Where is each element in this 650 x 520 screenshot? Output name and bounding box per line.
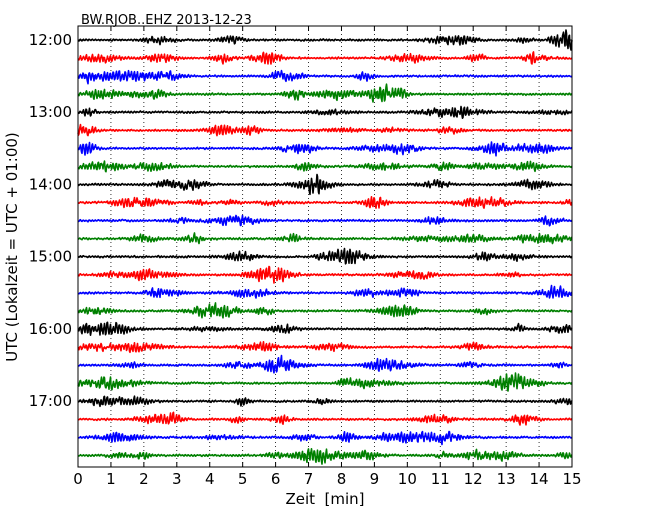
seismogram-trace (77, 302, 573, 319)
seismogram-traces (77, 29, 573, 465)
x-tick-label: 13 (497, 470, 516, 488)
seismogram-trace (77, 141, 573, 157)
x-tick-label: 0 (73, 470, 83, 488)
seismogram-trace (77, 341, 573, 354)
x-tick-label: 9 (370, 470, 380, 488)
x-tick-label: 2 (139, 470, 149, 488)
seismogram-trace (77, 247, 573, 265)
y-tick-label: 15:00 (29, 248, 72, 266)
seismogram-trace (77, 123, 573, 137)
x-tick-label: 4 (205, 470, 215, 488)
x-tick-label: 11 (431, 470, 450, 488)
x-axis: 0 1 2 3 4 5 6 7 8 9 10 11 12 13 14 15 (73, 26, 582, 488)
x-tick-label: 7 (304, 470, 314, 488)
seismogram-trace (77, 83, 573, 103)
seismogram-trace (77, 354, 573, 374)
seismogram-trace (77, 105, 573, 119)
y-tick-label: 14:00 (29, 175, 72, 193)
y-tick-label: 17:00 (29, 392, 72, 410)
x-tick-label: 3 (172, 470, 182, 488)
seismogram-trace (77, 160, 573, 173)
seismogram-trace (77, 284, 573, 299)
seismogram-trace (77, 321, 573, 336)
seismogram-trace (77, 69, 573, 85)
x-tick-label: 6 (271, 470, 281, 488)
seismogram-trace (77, 372, 573, 392)
y-tick-label: 16:00 (29, 320, 72, 338)
x-tick-label: 5 (238, 470, 248, 488)
y-tick-label: 13:00 (29, 103, 72, 121)
x-axis-label: Zeit [min] (285, 490, 364, 508)
seismogram-trace (77, 214, 573, 227)
seismogram-trace (77, 51, 573, 65)
x-tick-label: 15 (562, 470, 581, 488)
x-tick-label: 10 (398, 470, 417, 488)
seismogram-trace (77, 448, 573, 465)
chart-title: BW.RJOB..EHZ 2013-12-23 (81, 13, 252, 28)
seismogram-trace (77, 411, 573, 426)
x-tick-label: 1 (106, 470, 116, 488)
x-tick-label: 8 (337, 470, 347, 488)
y-axis: 12:00 13:00 14:00 15:00 16:00 17:00 (29, 31, 572, 410)
seismogram-trace (77, 395, 573, 408)
seismogram-trace (77, 196, 573, 209)
y-axis-label: UTC (Lokalzeit = UTC + 01:00) (3, 132, 21, 362)
x-tick-label: 12 (464, 470, 483, 488)
y-tick-label: 12:00 (29, 31, 72, 49)
seismogram-trace (77, 29, 573, 51)
seismogram-trace (77, 232, 573, 245)
seismogram-trace (77, 265, 573, 284)
seismogram-trace (77, 430, 573, 446)
grid (110, 26, 540, 467)
seismogram-trace (77, 173, 573, 196)
x-tick-label: 14 (530, 470, 549, 488)
plot-frame (77, 25, 573, 468)
